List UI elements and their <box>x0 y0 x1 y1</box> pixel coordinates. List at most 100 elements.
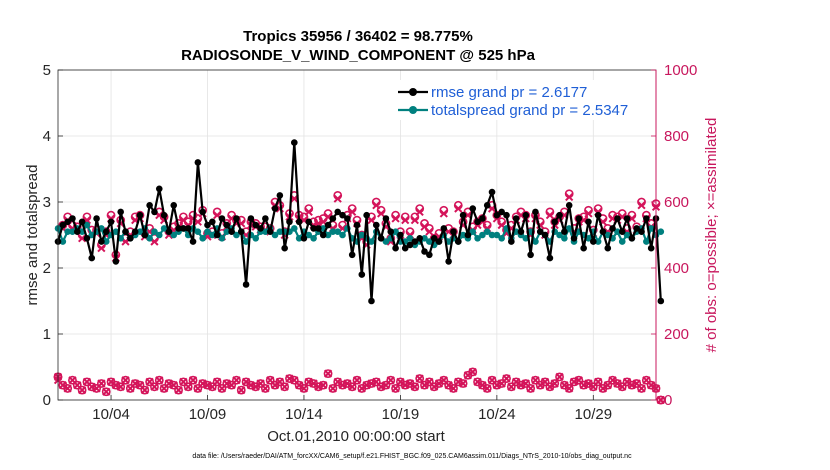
obs-assimilated-point <box>565 192 574 202</box>
x-tick-label: 10/09 <box>189 406 227 423</box>
obs-possible-point <box>299 384 309 393</box>
obs-assimilated-point <box>237 385 246 395</box>
obs-assimilated-point <box>270 381 280 390</box>
obs-assimilated-point <box>430 382 439 391</box>
rmse-point <box>377 235 385 242</box>
rmse-point <box>570 235 578 242</box>
obs-possible-point <box>275 377 285 387</box>
obs-assimilated-point <box>656 395 665 405</box>
obs-assimilated-point <box>232 376 241 385</box>
y-left-tick-label: 0 <box>43 392 51 409</box>
obs-assimilated-point <box>598 384 608 393</box>
rmse-point <box>209 218 216 226</box>
obs-assimilated-point <box>323 369 333 378</box>
totalspread-point <box>310 235 317 242</box>
totalspread-point <box>291 225 298 232</box>
totalspread-point <box>643 238 650 245</box>
obs-assimilated-point <box>174 385 183 395</box>
y-right-tick-label: 1000 <box>664 62 697 79</box>
rmse-point <box>647 244 655 252</box>
obs-assimilated-point <box>140 385 149 395</box>
rmse-point <box>657 297 665 305</box>
totalspread-point <box>242 238 250 245</box>
obs-possible-point <box>217 384 227 393</box>
rmse-point <box>291 139 298 146</box>
obs-possible-point <box>188 375 198 385</box>
rmse-point <box>565 202 573 209</box>
obs-assimilated-point <box>102 387 111 396</box>
obs-assimilated-point <box>391 384 400 393</box>
rmse-point <box>59 221 67 229</box>
obs-possible-point <box>502 374 511 383</box>
rmse-point <box>483 202 491 209</box>
obs-assimilated-point <box>478 381 487 390</box>
totalspread-point <box>368 238 375 245</box>
obs-possible-point <box>323 369 333 378</box>
totalspread-point <box>623 231 631 239</box>
y-axis-right-label: # of obs: o=possible; ×=assimilated <box>703 118 720 353</box>
rmse-point <box>218 215 226 222</box>
rmse-point <box>102 228 110 235</box>
obs-possible-point <box>439 375 449 385</box>
obs-assimilated-point <box>622 377 632 386</box>
rmse-point <box>459 211 467 219</box>
rmse-point <box>252 221 260 229</box>
obs-possible-point <box>178 377 188 387</box>
rmse-point <box>122 228 129 235</box>
obs-assimilated-point <box>536 381 545 390</box>
totalspread-point <box>199 235 206 242</box>
obs-possible-point <box>82 377 92 387</box>
rmse-point <box>387 228 395 235</box>
rmse-point <box>590 238 597 245</box>
obs-assimilated-point <box>594 377 603 386</box>
totalspread-point <box>498 235 505 242</box>
totalspread-point <box>170 231 178 239</box>
obs-assimilated-point <box>391 214 400 223</box>
obs-assimilated-point <box>116 382 125 391</box>
totalspread-point <box>136 228 144 235</box>
y-left-tick-label: 5 <box>43 62 51 79</box>
rmse-point <box>281 244 288 252</box>
obs-possible-point <box>617 382 627 392</box>
obs-assimilated-point <box>545 211 555 220</box>
rmse-point <box>242 281 250 288</box>
rmse-point <box>155 185 163 193</box>
obs-possible-point <box>72 380 82 390</box>
rmse-point <box>585 218 592 226</box>
y-axis-left: 0 1 2 3 4 5 <box>43 62 63 409</box>
rmse-point <box>69 215 76 222</box>
totalspread-point <box>532 238 539 245</box>
obs-possible-point <box>386 375 396 385</box>
rmse-point <box>440 225 448 232</box>
obs-assimilated-point <box>184 382 193 391</box>
rmse-point <box>416 235 423 242</box>
rmse-point <box>392 244 399 252</box>
y-right-tick-label: 400 <box>664 260 689 277</box>
obs-assimilated-point <box>372 201 381 210</box>
rmse-point <box>344 215 351 222</box>
rmse-point <box>127 235 134 242</box>
rmse-point <box>189 238 197 245</box>
obs-assimilated-point <box>396 377 405 386</box>
obs-possible-point <box>593 377 603 387</box>
totalspread-point <box>604 231 612 239</box>
obs-possible-point <box>125 384 135 393</box>
obs-possible-point <box>140 385 150 395</box>
rmse-point <box>454 238 462 245</box>
legend-box <box>394 80 652 120</box>
obs-assimilated-point <box>560 381 569 390</box>
totalspread-point <box>459 231 467 239</box>
obs-assimilated-point <box>97 379 106 388</box>
obs-assimilated-point <box>106 377 116 386</box>
totalspread-point <box>160 225 168 232</box>
totalspread-point <box>358 231 366 239</box>
rmse-point <box>184 225 192 232</box>
rmse-point <box>536 228 544 235</box>
obs-possible-point <box>97 379 106 388</box>
obs-possible-point <box>531 375 540 385</box>
rmse-point <box>194 159 202 166</box>
obs-possible-point <box>391 384 400 393</box>
obs-assimilated-point <box>405 379 415 388</box>
rmse-point <box>98 238 105 245</box>
obs-possible-point <box>449 384 458 393</box>
